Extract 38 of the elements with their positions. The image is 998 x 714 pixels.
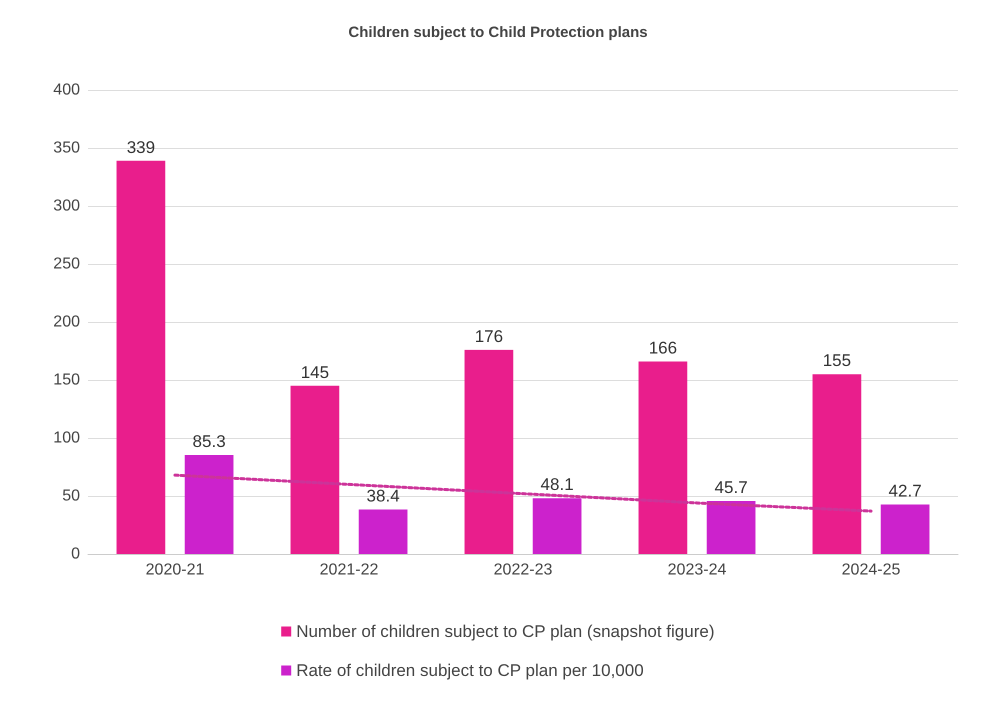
data-label: 38.4 xyxy=(366,486,400,506)
x-tick-label: 2023-24 xyxy=(668,562,726,578)
bar xyxy=(464,350,514,554)
bar xyxy=(706,500,756,554)
data-label: 42.7 xyxy=(888,481,922,500)
x-tick-label: 2022-23 xyxy=(494,562,552,578)
data-label: 45.7 xyxy=(714,478,748,497)
data-label: 48.1 xyxy=(540,475,574,494)
data-label: 339 xyxy=(126,138,156,157)
data-label: 145 xyxy=(300,362,330,382)
x-tick-label: 2020-21 xyxy=(146,562,204,578)
chart-title: Children subject to Child Protection plans xyxy=(348,24,648,41)
data-label: 166 xyxy=(648,338,678,358)
bar xyxy=(358,509,408,554)
bar xyxy=(812,374,862,554)
y-tick-label: 100 xyxy=(53,430,80,446)
y-tick-label: 300 xyxy=(53,198,80,214)
x-tick-label: 2024-25 xyxy=(842,562,900,578)
bar xyxy=(116,160,166,554)
y-tick-label: 400 xyxy=(53,82,80,98)
y-tick-label: 150 xyxy=(53,372,80,388)
legend-label: Rate of children subject to CP plan per 10,000 xyxy=(296,661,644,680)
x-tick-label: 2021-22 xyxy=(320,562,378,578)
bar xyxy=(880,504,930,554)
y-tick-label: 50 xyxy=(62,488,80,504)
y-tick-label: 350 xyxy=(53,140,80,156)
bar xyxy=(638,361,688,554)
data-label: 85.3 xyxy=(192,432,226,452)
bar xyxy=(184,455,234,554)
y-tick-label: 200 xyxy=(53,314,80,330)
line-series xyxy=(174,474,872,513)
data-label: 176 xyxy=(474,326,504,346)
legend-label: Number of children subject to CP plan (snapshot figure) xyxy=(296,622,714,641)
y-tick-label: 250 xyxy=(53,256,80,272)
bar xyxy=(290,386,340,554)
y-tick-label: 0 xyxy=(71,546,80,562)
data-label: 155 xyxy=(822,351,852,370)
bar xyxy=(532,498,582,554)
